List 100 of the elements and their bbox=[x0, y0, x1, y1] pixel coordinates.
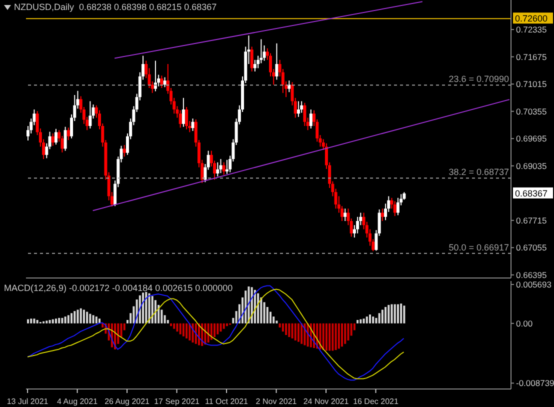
bar bbox=[70, 313, 73, 324]
candlestick bbox=[253, 59, 256, 72]
bar bbox=[145, 292, 148, 324]
candlestick bbox=[54, 128, 58, 146]
bar bbox=[347, 323, 350, 340]
candlestick bbox=[356, 216, 360, 234]
bar bbox=[322, 323, 324, 350]
candlestick bbox=[393, 200, 396, 217]
bar bbox=[257, 293, 260, 324]
bar bbox=[341, 323, 344, 347]
bar bbox=[207, 323, 210, 343]
x-tick-label: 16 Dec 2021 bbox=[353, 397, 399, 406]
bar bbox=[33, 318, 36, 324]
candlestick bbox=[288, 80, 291, 93]
bar bbox=[403, 306, 406, 324]
bar bbox=[390, 304, 393, 324]
bar bbox=[61, 318, 64, 324]
bar bbox=[216, 323, 219, 334]
candlestick bbox=[344, 208, 347, 222]
bar bbox=[372, 316, 374, 324]
bar bbox=[300, 323, 303, 344]
bar bbox=[384, 306, 387, 324]
bar bbox=[54, 318, 57, 324]
bar bbox=[194, 323, 197, 344]
bar bbox=[151, 296, 154, 324]
bar bbox=[328, 323, 331, 351]
bar bbox=[89, 314, 92, 324]
bar bbox=[220, 323, 222, 332]
bar bbox=[86, 312, 88, 324]
candlestick bbox=[396, 197, 400, 216]
x-tick-label: 26 Aug 2021 bbox=[104, 397, 150, 406]
y-tick-label: -0.008739 bbox=[516, 378, 554, 388]
bar bbox=[396, 304, 399, 324]
bar bbox=[148, 293, 150, 324]
bar bbox=[368, 314, 371, 324]
candlestick bbox=[222, 162, 226, 176]
y-tick-label: 0.70355 bbox=[516, 106, 547, 116]
candlestick bbox=[122, 144, 126, 158]
candlestick bbox=[300, 100, 304, 114]
candlestick bbox=[275, 42, 278, 80]
x-tick-label: 4 Aug 2021 bbox=[57, 397, 98, 406]
candlestick bbox=[160, 75, 164, 88]
bar bbox=[179, 323, 182, 334]
bar bbox=[80, 308, 82, 324]
candlestick bbox=[250, 46, 254, 72]
bar bbox=[214, 323, 216, 338]
bar bbox=[356, 320, 359, 324]
candlestick bbox=[51, 132, 54, 146]
bar bbox=[36, 320, 38, 324]
y-tick-label: 0.69695 bbox=[516, 134, 547, 144]
bar bbox=[170, 323, 172, 326]
bar bbox=[64, 316, 66, 324]
bar bbox=[92, 315, 94, 324]
bar bbox=[154, 300, 156, 324]
bar bbox=[48, 320, 51, 324]
bar bbox=[74, 311, 76, 324]
candlestick bbox=[216, 162, 220, 177]
candlestick bbox=[296, 100, 300, 118]
bar bbox=[332, 323, 334, 351]
bar bbox=[288, 323, 290, 338]
bar bbox=[325, 323, 328, 351]
y-tick-label: 0.00 bbox=[516, 318, 533, 328]
bar bbox=[250, 287, 253, 324]
y-tick-label: 0.67055 bbox=[516, 242, 547, 253]
candlestick bbox=[380, 208, 384, 222]
bar bbox=[142, 292, 144, 324]
bar bbox=[319, 323, 322, 350]
bar bbox=[278, 323, 281, 328]
bar bbox=[260, 297, 262, 324]
bar bbox=[138, 295, 141, 324]
ref-line-label: 23.6 = 0.70990 bbox=[448, 74, 509, 84]
bar bbox=[366, 316, 368, 324]
bar bbox=[46, 320, 48, 324]
bar bbox=[344, 323, 346, 344]
bar bbox=[362, 318, 365, 324]
bar bbox=[291, 323, 294, 338]
y-tick-label: 0.67715 bbox=[516, 215, 547, 226]
ref-line-label: 50.0 = 0.66917 bbox=[448, 242, 509, 252]
candlestick bbox=[225, 159, 228, 174]
bar bbox=[244, 290, 247, 324]
candlestick bbox=[163, 76, 166, 88]
candlestick bbox=[191, 118, 194, 132]
bar bbox=[282, 323, 284, 332]
y-tick-label: 0.71015 bbox=[516, 79, 547, 90]
bar bbox=[294, 323, 296, 340]
bar bbox=[58, 318, 60, 324]
bar bbox=[30, 318, 32, 324]
y-tick-label: 0.66395 bbox=[516, 270, 547, 280]
x-tick-label: 17 Sep 2021 bbox=[154, 397, 200, 406]
bar bbox=[222, 323, 225, 329]
text: 0.68367 bbox=[515, 188, 548, 198]
ref-line-label: 0.72600 bbox=[515, 14, 548, 24]
bar bbox=[297, 323, 300, 342]
candlestick bbox=[303, 102, 306, 126]
bar bbox=[210, 323, 212, 340]
y-tick-label: 0.69035 bbox=[516, 160, 547, 171]
candlestick bbox=[88, 100, 92, 129]
y-tick-label: 0.72335 bbox=[516, 24, 547, 35]
bar bbox=[52, 319, 54, 324]
candlestick bbox=[182, 97, 185, 128]
